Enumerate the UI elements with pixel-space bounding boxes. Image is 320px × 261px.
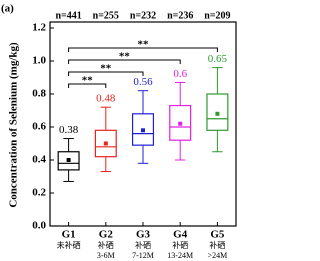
x-tick-label: G1 <box>62 229 76 241</box>
x-tick-label: G2 <box>99 229 114 241</box>
n-label: n=236 <box>167 10 193 21</box>
x-tick-note: 补硒 <box>135 240 151 250</box>
x-tick-note: 7-12M <box>132 251 154 260</box>
median-label: 0.48 <box>96 93 116 105</box>
y-tick-label: 1.2 <box>32 22 46 34</box>
box <box>169 104 192 141</box>
x-tick-note: >24M <box>208 251 228 260</box>
median-label: 0.6 <box>173 68 187 80</box>
mean-marker <box>141 128 145 133</box>
x-tick-note: 3-6M <box>97 251 115 260</box>
y-tick-label: 0.8 <box>32 88 46 100</box>
box <box>131 113 155 146</box>
significance-bracket <box>68 59 181 64</box>
x-tick-note: 未补硒 <box>57 240 81 250</box>
median-label: 0.38 <box>59 124 79 136</box>
median-label: 0.65 <box>208 53 228 65</box>
significance-label: ** <box>138 39 150 51</box>
significance-label: ** <box>119 51 131 63</box>
n-label: n=441 <box>55 10 81 21</box>
box <box>206 93 229 131</box>
significance-label: ** <box>82 75 94 87</box>
chart: (a) Concentration of Selenium (mg/kg) 0.… <box>1 3 237 260</box>
significance-bracket <box>68 83 107 88</box>
box <box>94 129 117 158</box>
x-tick-label: G5 <box>210 229 225 241</box>
panel-label: (a) <box>1 3 14 15</box>
n-label: n=209 <box>204 10 230 21</box>
y-tick-label: 0.4 <box>32 154 46 166</box>
box <box>57 151 80 171</box>
significance-label: ** <box>100 63 112 75</box>
mean-marker <box>215 111 220 116</box>
n-label: n=255 <box>93 10 119 21</box>
significance-bracket <box>68 47 218 52</box>
y-tick-label: 0.6 <box>32 121 46 133</box>
y-axis-label: Concentration of Selenium (mg/kg) <box>8 42 20 208</box>
x-tick-note: 补硒 <box>209 240 225 250</box>
mean-marker <box>103 141 108 146</box>
x-tick-label: G3 <box>136 229 151 241</box>
x-tick-note: 13-24M <box>167 251 193 260</box>
y-tick-label: 0.0 <box>32 220 46 232</box>
x-tick-label: G4 <box>173 229 188 241</box>
y-tick-label: 1.0 <box>32 55 46 67</box>
x-tick-note: 补硒 <box>98 240 114 250</box>
significance-bracket <box>68 71 144 76</box>
mean-marker <box>66 158 71 162</box>
mean-marker <box>178 121 183 126</box>
y-tick-label: 0.2 <box>32 187 46 199</box>
n-label: n=232 <box>130 10 156 21</box>
median-label: 0.56 <box>133 76 153 88</box>
x-tick-note: 补硒 <box>172 240 188 250</box>
